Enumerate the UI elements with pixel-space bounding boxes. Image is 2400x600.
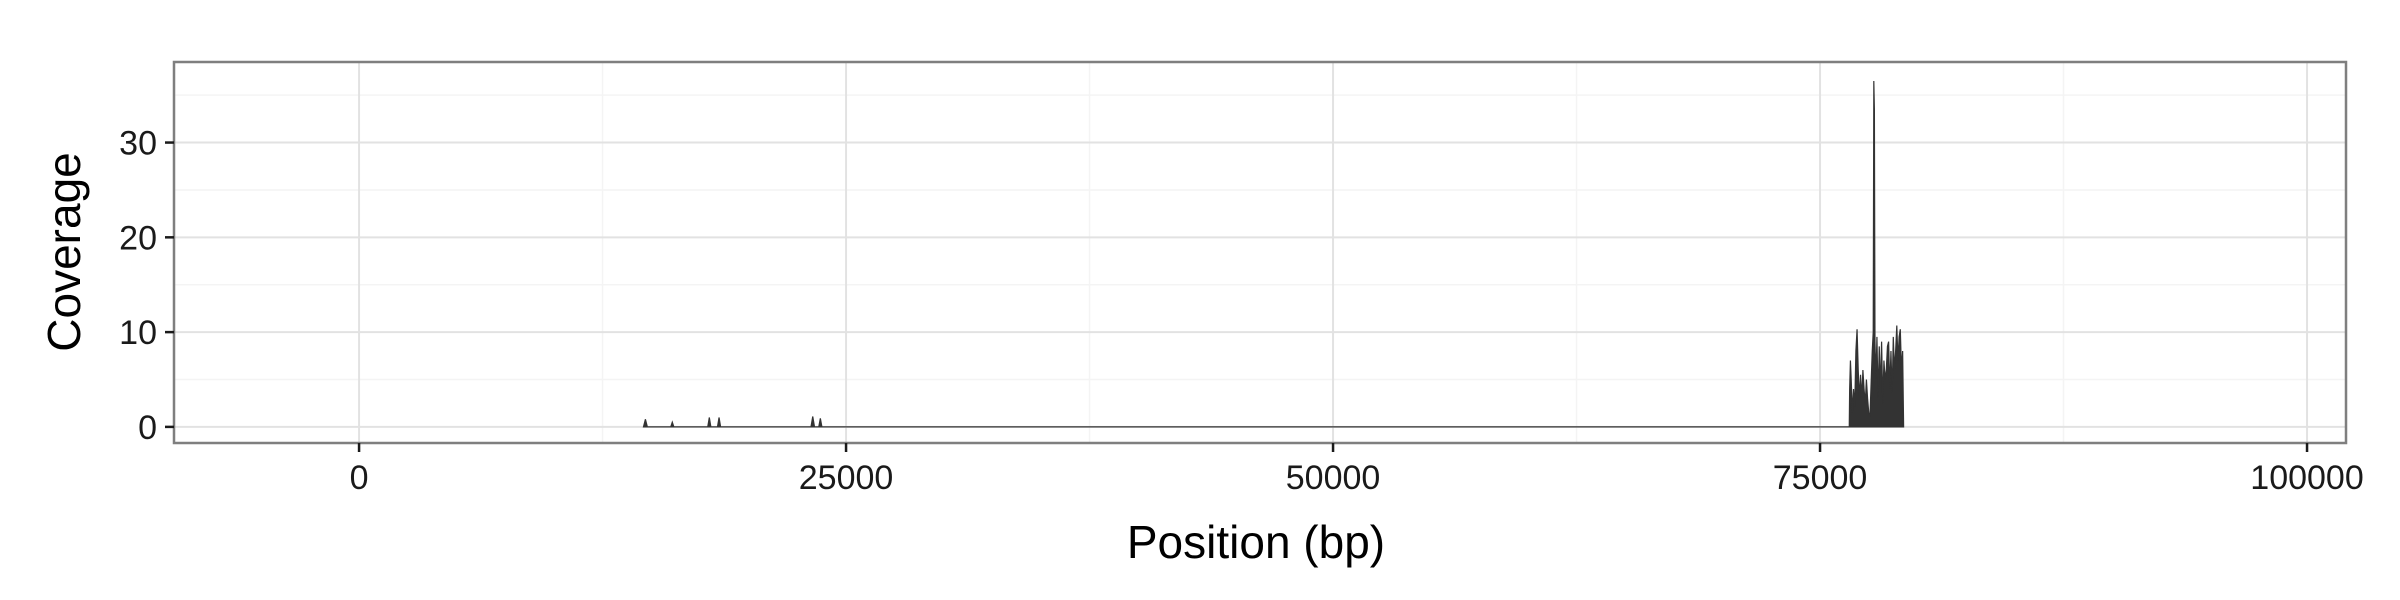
coverage-series (642, 80, 1905, 428)
x-tick-label: 0 (350, 459, 369, 497)
minor-grid (174, 62, 2346, 443)
coverage-area (642, 80, 1905, 428)
x-tick-label: 100000 (2250, 459, 2363, 497)
y-tick-label: 30 (119, 125, 157, 163)
x-axis-title: Position (bp) (1127, 516, 1385, 568)
y-tick-label: 20 (119, 219, 157, 257)
y-axis-title: Coverage (38, 152, 90, 351)
plot-panel-border (172, 60, 2348, 445)
plot-background (174, 62, 2346, 443)
y-axis: 0 10 20 30 (119, 125, 174, 447)
x-tick-label: 75000 (1773, 459, 1868, 497)
x-tick-label: 50000 (1286, 459, 1381, 497)
y-tick-label: 0 (138, 409, 157, 447)
x-axis: 0 25000 50000 75000 100000 (350, 443, 2364, 497)
y-tick-label: 10 (119, 314, 157, 352)
x-tick-label: 25000 (799, 459, 894, 497)
